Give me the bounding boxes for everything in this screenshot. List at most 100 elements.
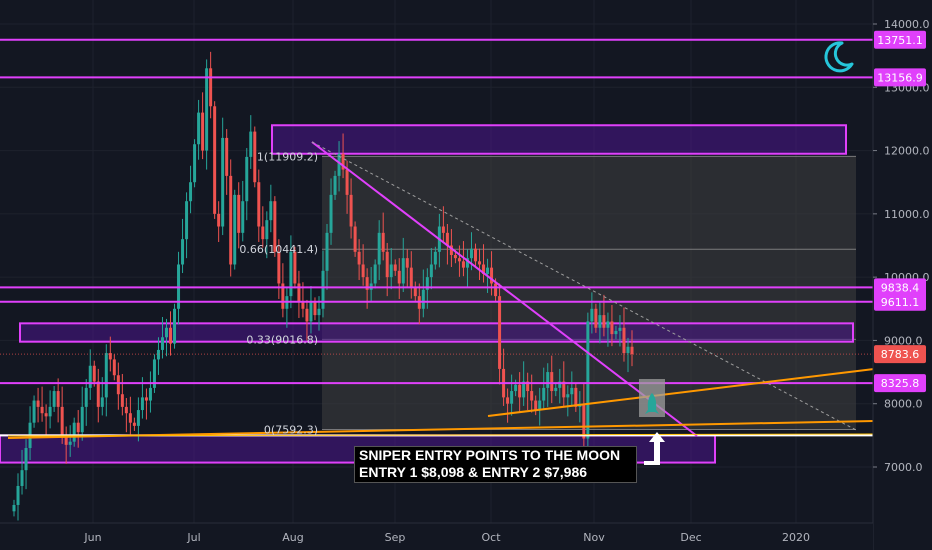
candle-body (469, 248, 473, 259)
time-tick-label: Jul (186, 531, 200, 544)
time-tick-label: Nov (583, 531, 605, 544)
candle-body (421, 289, 425, 309)
price-tick-label: 8000.0 (884, 398, 923, 411)
candle-body (16, 485, 20, 505)
candle-body (36, 400, 40, 407)
candle-body (405, 258, 409, 268)
candle-body (554, 387, 558, 392)
candle-body (445, 232, 449, 246)
candle-body (12, 504, 16, 512)
candle-body (598, 315, 602, 328)
candle-body (164, 327, 168, 338)
candle-body (261, 226, 265, 240)
candle-body (329, 194, 333, 233)
price-tick-label: 9000.0 (884, 334, 923, 347)
candle-body (233, 194, 237, 265)
candle-body (249, 131, 253, 157)
candle-body (309, 302, 313, 322)
candle-body (353, 226, 357, 252)
candle-body (213, 106, 217, 214)
candle-body (630, 346, 634, 355)
candle-body (365, 277, 369, 290)
candle-body (465, 258, 469, 268)
annotation-line-2: ENTRY 1 $8,098 & ENTRY 2 $7,986 (359, 464, 588, 480)
candle-body (32, 400, 36, 423)
candle-body (534, 400, 538, 411)
current-price-tag (874, 345, 926, 364)
candle-body (606, 321, 610, 328)
candle-body (453, 254, 457, 259)
candle-body (273, 201, 277, 252)
candle-body (104, 353, 108, 398)
candle-body (169, 327, 173, 344)
candle-body (385, 251, 389, 278)
candle-body (409, 267, 413, 287)
orange-uptrend-line (487, 368, 875, 417)
annotation-callout[interactable]: SNIPER ENTRY POINTS TO THE MOON ENTRY 1 … (354, 446, 637, 483)
time-tick-label: 2020 (782, 531, 810, 544)
candle-body (217, 213, 221, 227)
time-tick-label: Jun (83, 531, 101, 544)
candle-body (156, 349, 160, 360)
candle-body (429, 264, 433, 278)
price-axis[interactable]: 14000.013000.012000.011000.010000.09000.… (872, 0, 932, 550)
candle-body (538, 400, 542, 411)
candle-body (24, 448, 28, 471)
candle-body (494, 283, 498, 297)
candle-body (245, 156, 249, 202)
rocket-icon (645, 393, 659, 414)
candle-body (522, 381, 526, 398)
candle-body (614, 330, 618, 335)
trendlines[interactable] (0, 141, 875, 439)
candle-body (64, 435, 68, 445)
candle-body (124, 406, 128, 414)
candle-body (201, 112, 205, 151)
candle-body (594, 308, 598, 328)
candle-body (626, 346, 630, 354)
candle-body (116, 375, 120, 395)
candle-body (562, 381, 566, 398)
horizontal-levels[interactable] (0, 38, 873, 385)
candle-body (514, 384, 518, 392)
fib-label: 1(11909.2) (257, 150, 318, 163)
level-tag (874, 278, 926, 297)
candle-body (148, 387, 152, 401)
time-tick-label: Dec (680, 531, 701, 544)
fib-labels: 1(11909.2) 0.66(10441.4) 0.33(9016.8) 0(759… (239, 150, 318, 436)
candle-body (76, 422, 80, 433)
time-axis[interactable]: Jun Jul Aug Sep Oct Nov Dec 2020 (0, 522, 873, 550)
candle-body (337, 153, 341, 176)
price-tick-label: 12000.0 (884, 145, 930, 158)
candle-body (189, 182, 193, 202)
candle-body (173, 308, 177, 344)
candle-body (144, 397, 148, 401)
candle-body (160, 337, 164, 350)
crescent-moon-icon (824, 41, 854, 73)
candle-body (397, 270, 401, 284)
candle-body (229, 175, 233, 265)
candle-body (209, 68, 213, 107)
rocket-body (647, 393, 657, 412)
time-tick-label: Oct (481, 531, 501, 544)
candle-body (44, 413, 48, 417)
candle-body (441, 226, 445, 233)
candle-body (526, 381, 530, 392)
candle-body (72, 422, 76, 442)
annotation-line-1: SNIPER ENTRY POINTS TO THE MOON (359, 447, 621, 463)
candle-body (506, 397, 510, 404)
candle-body (550, 372, 554, 392)
candle-body (574, 387, 578, 407)
candle-body (88, 365, 92, 388)
time-tick-label: Sep (385, 531, 406, 544)
candle-body (530, 391, 534, 401)
candle-body (602, 315, 606, 328)
candle-body (60, 406, 64, 436)
candle-body (40, 406, 44, 414)
candle-body (293, 251, 297, 284)
candle-body (381, 232, 385, 252)
level-tag-text: 13156.9 (877, 71, 923, 84)
candle-body (92, 365, 96, 382)
candle-body (197, 112, 201, 145)
candle-body (457, 258, 461, 262)
